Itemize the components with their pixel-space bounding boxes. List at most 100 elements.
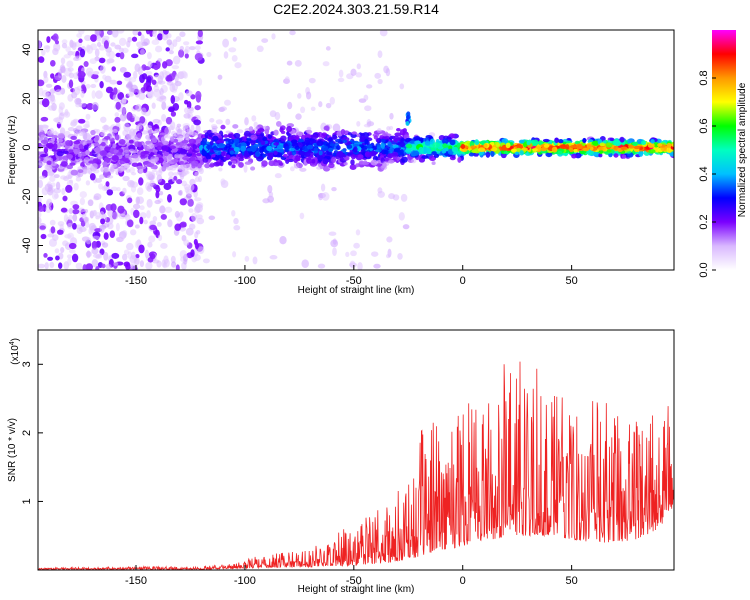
heatmap-cell-2505 <box>238 161 244 168</box>
heatmap-cell-1422 <box>39 175 46 180</box>
heatmap-cell-2718 <box>431 151 437 156</box>
heatmap-cell-3415 <box>608 152 613 158</box>
heatmap-cell-671 <box>178 189 183 196</box>
heatmap-cell-1407 <box>136 132 142 139</box>
heatmap-cell-2678 <box>411 158 417 164</box>
heatmap-cell-443 <box>111 212 119 220</box>
heatmap-cell-2056 <box>356 120 361 127</box>
heatmap-cell-566 <box>60 207 68 213</box>
heatmap-cell-1673 <box>70 169 79 176</box>
heatmap-cell-916 <box>231 209 236 217</box>
heatmap-cell-822 <box>116 30 125 34</box>
heatmap-cell-3565 <box>474 139 480 146</box>
heatmap-cell-715 <box>56 229 64 235</box>
heatmap-cell-835 <box>135 103 142 112</box>
heatmap-cell-750 <box>54 193 59 199</box>
heatmap-cell-103 <box>143 38 150 46</box>
heatmap-cell-2237 <box>244 128 253 132</box>
heatmap-cell-2316 <box>236 129 244 134</box>
heatmap-cell-847 <box>43 253 48 258</box>
heatmap-cell-672 <box>61 187 66 196</box>
heatmap-cell-1579 <box>138 147 144 151</box>
heatmap-cell-1240 <box>66 164 74 170</box>
heatmap-cell-804 <box>194 197 202 202</box>
heatmap-cell-2517 <box>276 144 284 149</box>
colorbar-tick-label-3: 0.6 <box>698 118 710 133</box>
heatmap-cell-3629 <box>565 144 570 150</box>
heatmap-cell-815 <box>103 232 109 240</box>
heatmap-cell-2640 <box>421 155 429 159</box>
heatmap-cell-655 <box>190 249 195 258</box>
heatmap-cell-836 <box>38 179 44 189</box>
heatmap-cell-2456 <box>376 128 382 134</box>
heatmap-cell-781 <box>195 214 203 220</box>
heatmap-cell-240 <box>106 59 111 65</box>
heatmap-cell-1016 <box>373 263 381 269</box>
heatmap-cell-2468 <box>267 134 273 140</box>
heatmap-cell-504 <box>63 214 69 223</box>
heatmap-cell-745 <box>132 30 139 36</box>
heatmap-cell-49 <box>162 61 168 69</box>
heatmap-cell-1915 <box>223 134 229 138</box>
heatmap-cell-266 <box>119 113 127 122</box>
heatmap-cell-543 <box>146 52 152 60</box>
heatmap-cell-149 <box>61 39 68 44</box>
heatmap-cell-1160 <box>92 168 100 174</box>
heatmap-cell-897 <box>77 70 86 79</box>
heatmap-cell-677 <box>157 33 163 41</box>
heatmap-cell-517 <box>185 227 194 236</box>
heatmap-cell-806 <box>102 74 107 80</box>
heatmap-cell-611 <box>48 184 54 190</box>
heatmap-cell-994 <box>397 253 403 260</box>
heatmap-cell-1658 <box>137 141 142 148</box>
heatmap-cell-2519 <box>304 137 311 143</box>
heatmap-cell-602 <box>140 48 145 56</box>
heatmap-cell-785 <box>139 260 145 268</box>
heatmap-cell-681 <box>79 191 88 199</box>
heatmap-cell-483 <box>40 48 46 56</box>
heatmap-cell-904 <box>366 84 373 89</box>
heatmap-cell-928 <box>308 77 316 84</box>
heatmap-cell-666 <box>96 42 102 47</box>
heatmap-cell-1851 <box>231 164 236 169</box>
heatmap-cell-1691 <box>128 139 134 144</box>
heatmap-cell-1013 <box>305 91 312 100</box>
heatmap-cell-1087 <box>76 125 83 131</box>
heatmap-cell-2396 <box>350 153 357 160</box>
heatmap-cell-1645 <box>85 138 93 144</box>
heatmap-cell-2481 <box>219 159 224 167</box>
heatmap-cell-2370 <box>350 159 355 166</box>
heatmap-cell-3564 <box>542 138 550 143</box>
heatmap-cell-993 <box>386 253 391 259</box>
heatmap-cell-987 <box>329 96 335 105</box>
heatmap-cell-2485 <box>227 161 233 166</box>
heatmap-cell-633 <box>194 45 201 51</box>
heatmap-cell-469 <box>154 199 161 205</box>
heatmap-cell-1550 <box>142 161 149 165</box>
heatmap-cell-405 <box>85 180 91 186</box>
heatmap-cell-2472 <box>317 155 324 161</box>
heatmap-cell-2424 <box>328 137 333 142</box>
heatmap-cell-631 <box>89 173 96 181</box>
heatmap-cell-451 <box>183 239 190 246</box>
heatmap-cell-367 <box>144 249 150 259</box>
heatmap-cell-1847 <box>299 167 307 172</box>
heatmap-cell-471 <box>67 126 75 132</box>
heatmap-cell-2534 <box>306 157 313 164</box>
heatmap-cell-831 <box>107 209 114 217</box>
heatmap-cell-509 <box>134 224 140 229</box>
heatmap-cell-437 <box>84 34 92 42</box>
heatmap-cell-2516 <box>280 135 287 142</box>
heatmap-cell-1695 <box>290 166 295 172</box>
heatmap-cell-2759 <box>451 154 456 159</box>
heatmap-cell-683 <box>91 102 99 111</box>
heatmap-cell-794 <box>121 47 129 54</box>
heatmap-cell-970 <box>269 110 277 118</box>
heatmap-cell-656 <box>90 34 98 42</box>
heatmap-cell-422 <box>95 265 100 270</box>
heatmap-cell-441 <box>125 262 131 270</box>
heatmap-cell-382 <box>94 48 100 57</box>
heatmap-cell-751 <box>161 101 167 110</box>
heatmap-cell-1636 <box>118 166 126 172</box>
heatmap-cell-609 <box>109 230 116 239</box>
